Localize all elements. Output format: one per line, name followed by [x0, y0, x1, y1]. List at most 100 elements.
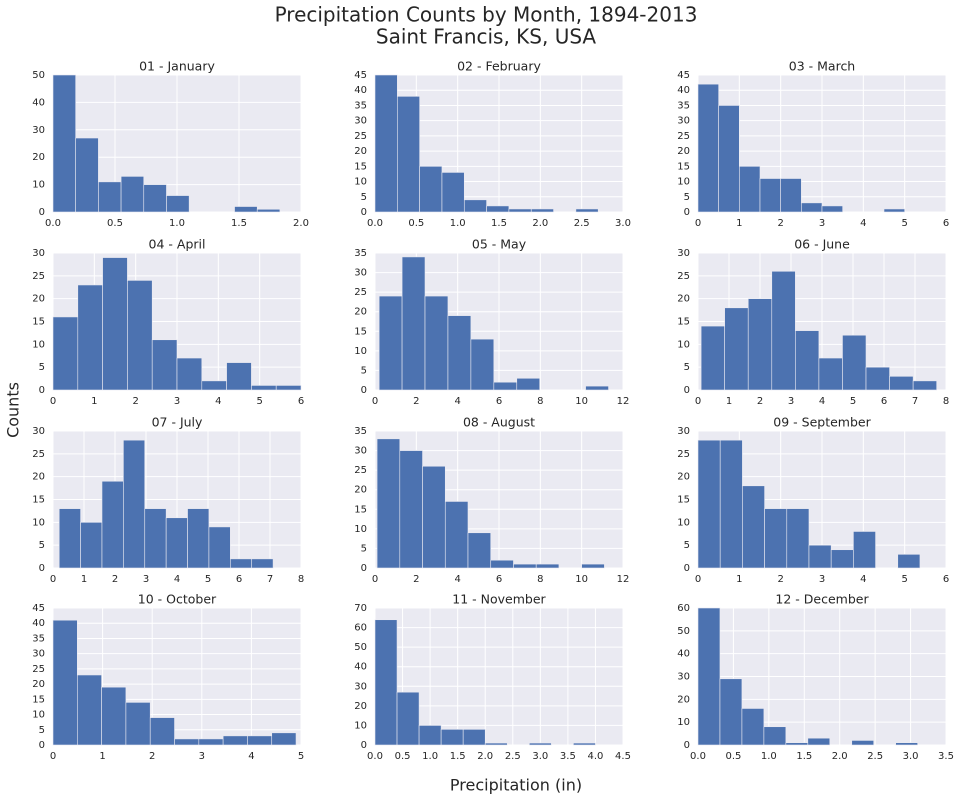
subplot-title: 04 - April [149, 237, 206, 252]
y-tick-label: 25 [354, 287, 367, 298]
x-tick-label: 2 [777, 574, 783, 585]
y-tick-label: 30 [354, 446, 367, 457]
histogram-bar [786, 508, 810, 569]
histogram-bar [516, 377, 541, 391]
histogram-bar [58, 508, 81, 569]
y-tick-label: 0 [39, 385, 45, 396]
y-tick-label: 10 [677, 517, 690, 528]
y-tick-label: 20 [354, 701, 367, 712]
x-tick-label: 0.5 [725, 751, 741, 762]
x-tick-label: 3 [174, 396, 180, 407]
histogram-bar [486, 205, 510, 213]
histogram-bar [396, 691, 420, 746]
histogram-bar [697, 83, 719, 213]
y-tick-label: 40 [677, 649, 690, 660]
histogram-bar [441, 172, 465, 213]
x-tick-label: 6 [236, 574, 242, 585]
histogram-bar [785, 742, 809, 746]
y-tick-label: 20 [354, 146, 367, 157]
x-tick-label: 0.5 [107, 218, 123, 229]
y-tick-label: 10 [32, 339, 45, 350]
x-tick-label: 8 [537, 396, 543, 407]
y-tick-label: 30 [354, 116, 367, 127]
x-tick-label: 0 [695, 574, 701, 585]
histogram-bar [697, 439, 721, 569]
histogram-bar [700, 325, 725, 391]
y-tick-label: 10 [354, 177, 367, 188]
x-tick-label: 2 [132, 396, 138, 407]
histogram-bar [98, 181, 122, 213]
y-tick-label: 20 [32, 152, 45, 163]
histogram-bar [127, 280, 153, 391]
x-tick-label: 6 [496, 574, 502, 585]
x-tick-label: 5 [901, 218, 907, 229]
y-tick-label: 30 [32, 426, 45, 437]
histogram-bar [399, 450, 423, 569]
x-tick-label: 7 [267, 574, 273, 585]
histogram-bar [719, 439, 743, 569]
y-tick-label: 15 [677, 161, 690, 172]
y-tick-label: 0 [39, 207, 45, 218]
x-tick-label: 2.5 [505, 751, 521, 762]
y-tick-label: 70 [354, 603, 367, 614]
y-tick-label: 15 [354, 161, 367, 172]
y-tick-label: 20 [677, 694, 690, 705]
y-tick-label: 45 [354, 70, 367, 81]
y-tick-label: 35 [354, 248, 367, 259]
y-tick-label: 0 [684, 207, 690, 218]
x-tick-label: 4 [248, 751, 254, 762]
histogram-bar [101, 686, 127, 746]
x-tick-label: 4 [174, 574, 180, 585]
histogram-bar [808, 544, 832, 569]
y-tick-label: 5 [684, 362, 690, 373]
x-tick-label: 0 [50, 574, 56, 585]
histogram-bar [889, 375, 914, 391]
x-tick-label: 0 [372, 396, 378, 407]
histogram-bar [795, 330, 820, 391]
histogram-bar [462, 729, 486, 746]
y-tick-label: 25 [677, 449, 690, 460]
histogram-bar [166, 195, 190, 213]
histogram-bar [440, 729, 464, 746]
histogram-bar [376, 438, 401, 569]
y-tick-label: 5 [361, 543, 367, 554]
histogram-bar [271, 732, 297, 746]
subplot-title: 02 - February [457, 59, 541, 74]
histogram-bar [742, 485, 765, 569]
x-tick-label: 1.0 [761, 751, 777, 762]
histogram-bar [444, 501, 469, 569]
x-tick-label: 0.0 [690, 751, 706, 762]
y-tick-label: 35 [677, 100, 690, 111]
histogram-bar [143, 184, 167, 213]
histogram-bar [842, 334, 867, 391]
x-tick-label: 0 [50, 751, 56, 762]
histogram-bar [830, 549, 854, 569]
x-tick-label: 6 [881, 396, 887, 407]
histogram-bar [493, 381, 518, 391]
histogram-bar [378, 295, 403, 391]
x-tick-label: 3 [199, 751, 205, 762]
x-tick-label: 2 [413, 574, 419, 585]
x-tick-label: 3.5 [560, 751, 576, 762]
x-tick-label: 1.5 [796, 751, 812, 762]
x-tick-label: 4 [860, 574, 866, 585]
histogram-bar [724, 307, 749, 391]
y-tick-label: 15 [32, 495, 45, 506]
y-tick-label: 15 [677, 495, 690, 506]
x-tick-label: 0.5 [395, 751, 411, 762]
x-tick-label: 0 [695, 218, 701, 229]
y-tick-label: 10 [354, 720, 367, 731]
histogram-bar [418, 725, 442, 746]
x-tick-label: 2.5 [867, 751, 883, 762]
histogram-bar [75, 137, 99, 213]
x-tick-label: 6 [496, 396, 502, 407]
y-tick-label: 50 [32, 70, 45, 81]
y-tick-label: 35 [354, 426, 367, 437]
y-tick-label: 15 [354, 504, 367, 515]
y-tick-label: 0 [361, 563, 367, 574]
histogram-bar [853, 531, 876, 569]
histogram-bar [535, 563, 560, 569]
histogram-bar [807, 737, 831, 746]
histogram-bar [234, 206, 258, 213]
x-tick-label: 2.5 [574, 218, 590, 229]
